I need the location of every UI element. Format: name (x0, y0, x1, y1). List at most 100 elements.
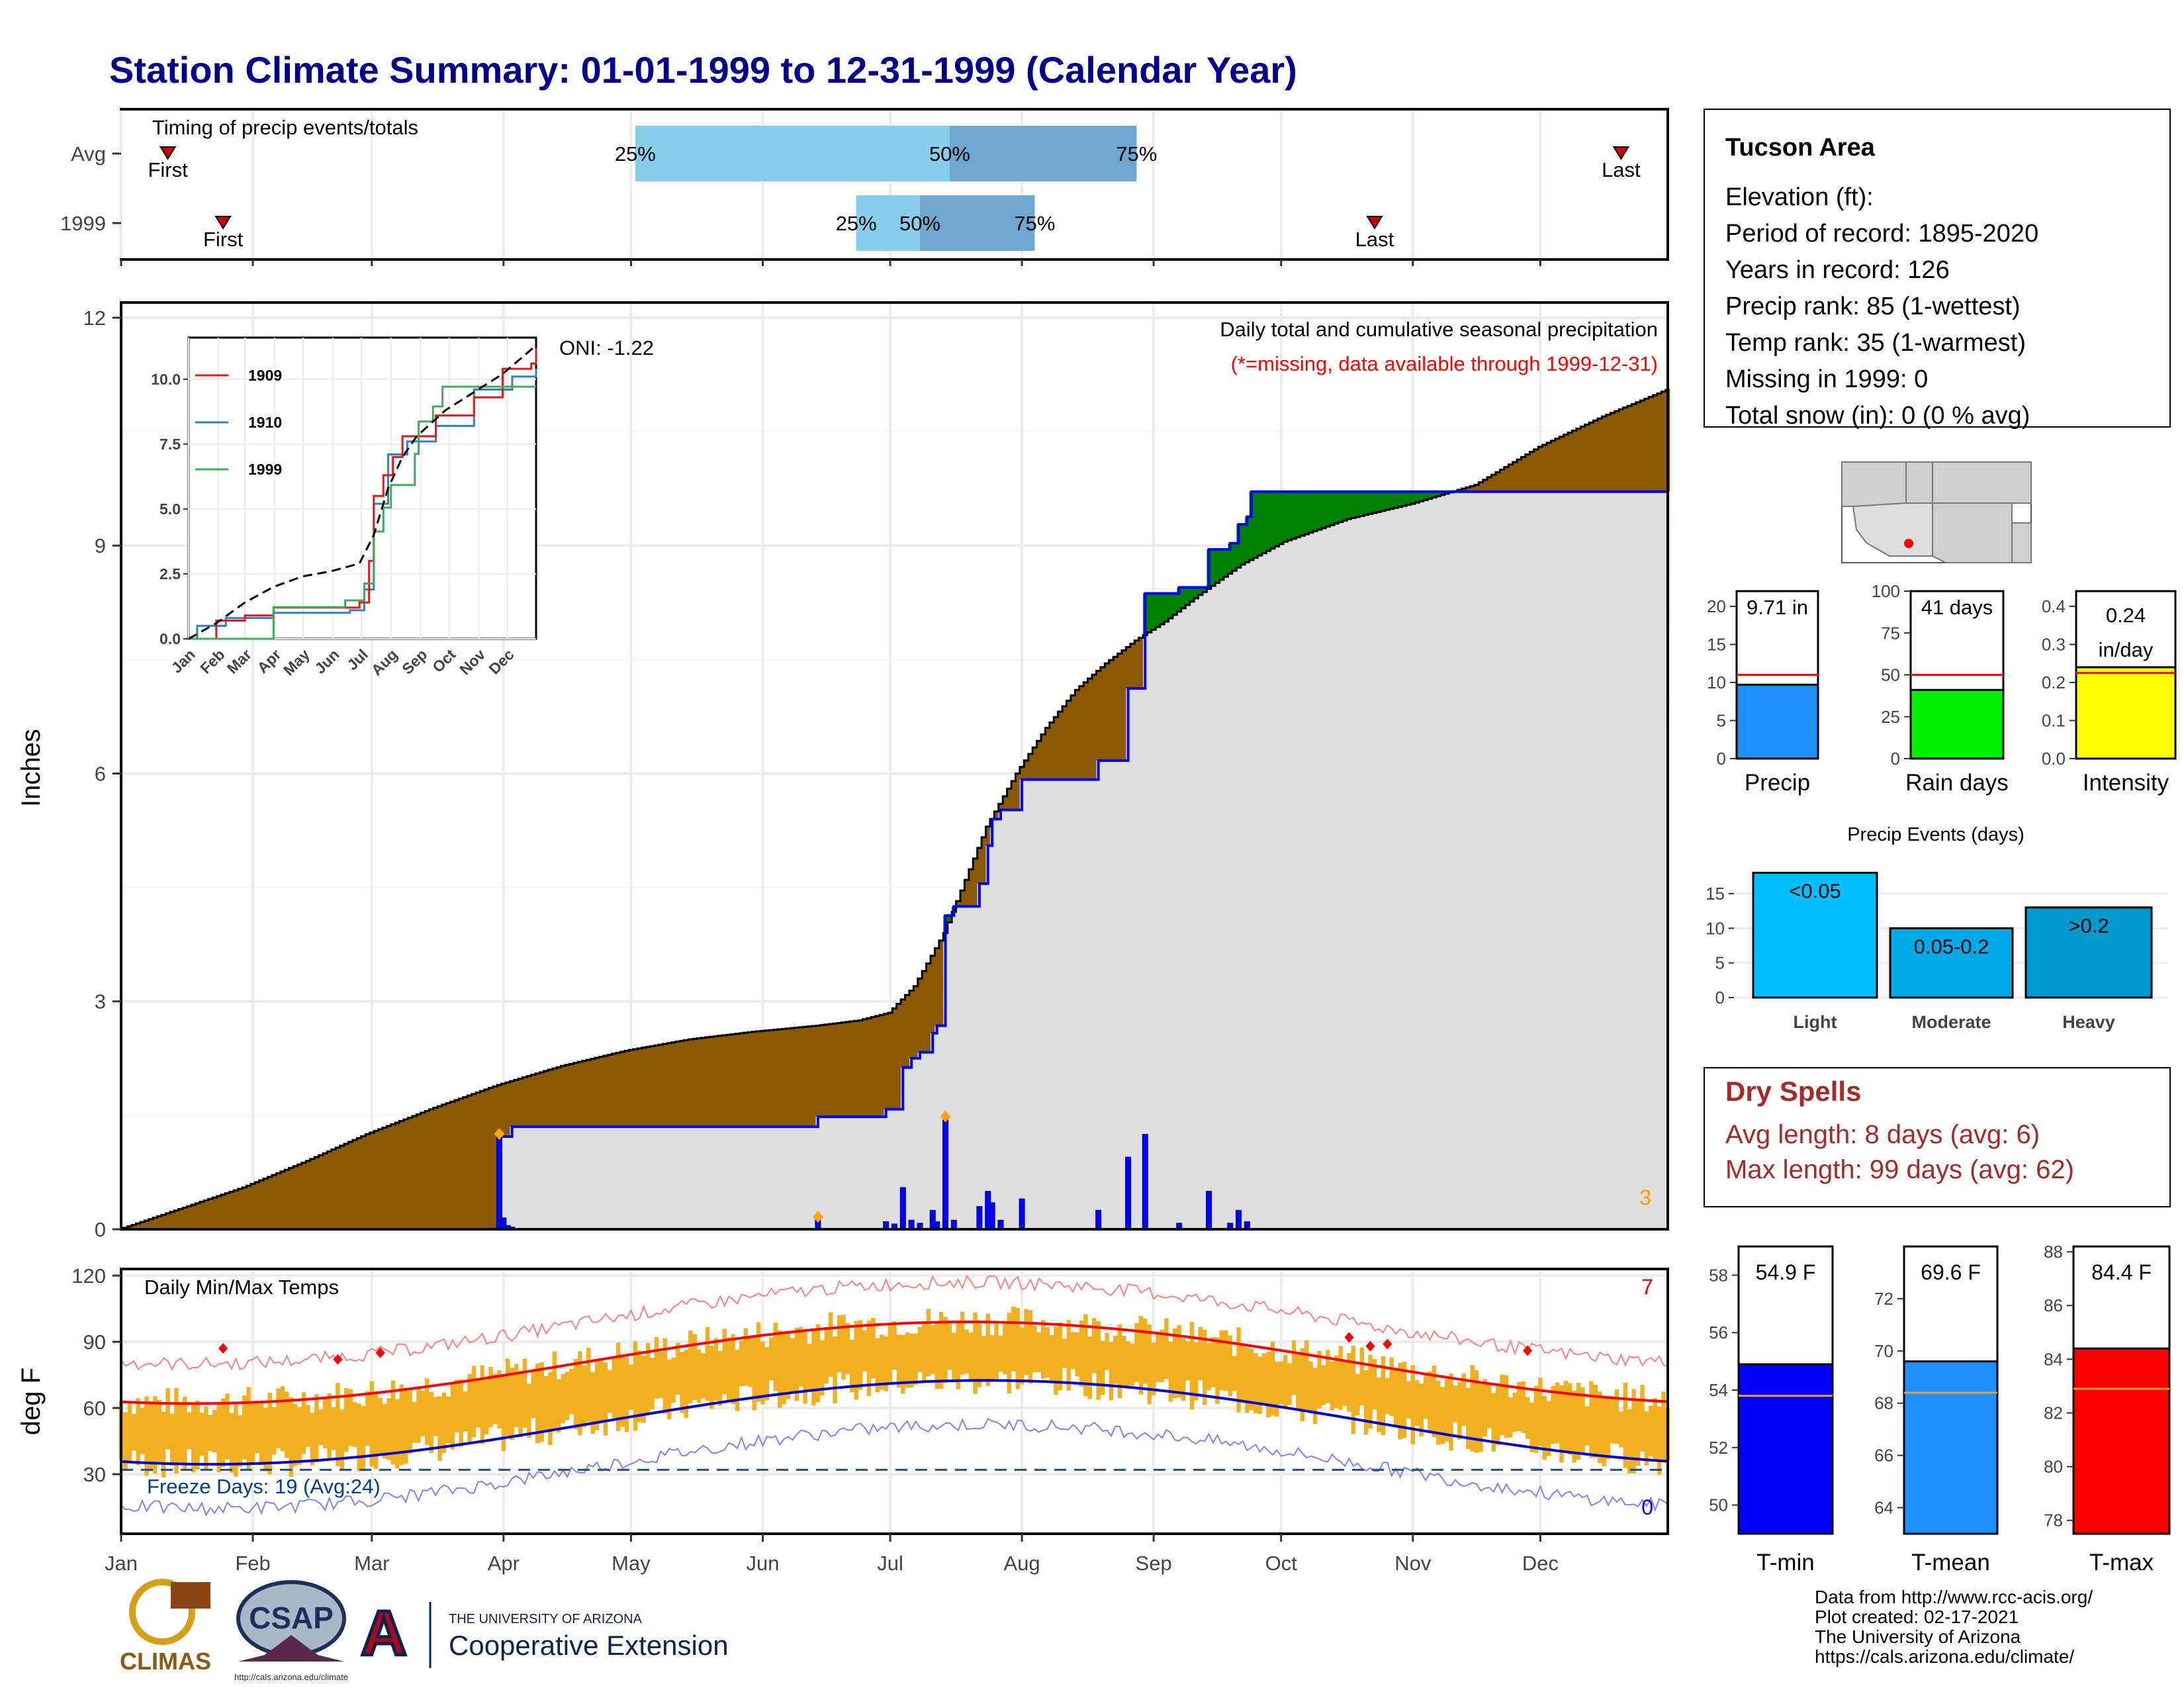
summary-bar-tick-label: 0 (1717, 749, 1726, 769)
record-high-marker (1523, 1345, 1533, 1356)
precip-frame (120, 301, 1669, 1231)
events-title: Precip Events (days) (1847, 824, 2025, 845)
daily-temp-range-bars (118, 1306, 1670, 1477)
precip-missing-note: (*=missing, data available through 1999-… (1231, 352, 1658, 375)
credit-line: Plot created: 02-17-2021 (1815, 1607, 2019, 1627)
events-bars: 0 5 10 15 <0.05 Light 0.05-0.2 Moderate >0.2 Heav… (1706, 871, 2167, 1032)
summary-bar-tick-label: 0 (1891, 749, 1900, 769)
summary-bar-tick-label: 0.4 (2042, 596, 2066, 616)
record-high-marker (375, 1347, 385, 1358)
summary-bar-precip (1735, 683, 1819, 760)
station-info-line: Total snow (in): 0 (0 % avg) (1725, 402, 2030, 430)
month-axis: Jan Feb Mar Apr May Jun Jul Aug Sep Oct Nov Dec (105, 1534, 1559, 1575)
temp-ylabel: deg F (17, 1368, 46, 1435)
temp-bar-tick-label: 54 (1709, 1380, 1728, 1400)
average-min-temp-line (120, 1379, 1668, 1466)
summary-bar-tick-label: 5 (1717, 711, 1726, 731)
summary-bar-value: 9.71 in (1747, 596, 1808, 619)
timing-p75-label: 75% (1116, 142, 1157, 165)
summary-bar-intensity (2075, 666, 2177, 760)
summary-bar-tick-label: 0.0 (2042, 749, 2066, 769)
month-tick-label: Apr (488, 1552, 520, 1575)
temp-summary-bars: 50 52 54 56 58 54.9 F T-min 64 66 68 70 72 69.6 F T-m… (1709, 1242, 2171, 1575)
month-tick-label: Oct (1265, 1552, 1298, 1575)
state-map (1841, 461, 2032, 563)
timing-bar-50-75 (920, 195, 1035, 251)
max-precip-marker (494, 1128, 505, 1140)
precip-events-chart: Precip Events (days) 0 5 10 15 <0.05 Light 0.0… (1706, 824, 2167, 1032)
record-high-marker (1365, 1340, 1375, 1352)
month-tick-label: Dec (1522, 1552, 1559, 1575)
temp-bar-tick-label: 66 (1874, 1446, 1893, 1466)
daily-precip-bar (899, 1187, 906, 1230)
average-max-temp-line (120, 1321, 1668, 1405)
events-y-tick-label: 0 (1715, 988, 1725, 1008)
climas-logo-ring (129, 1579, 195, 1645)
csap-logo: CSAP http://cals.arizona.edu/climate (234, 1580, 348, 1682)
logos: CLIMAS CSAP http://cals.arizona.edu/clim… (120, 1579, 729, 1682)
station-info-line: Elevation (ft): (1725, 183, 1874, 211)
timing-last-label: Last (1602, 158, 1641, 181)
climas-logo-block (171, 1582, 210, 1609)
summary-bar-tick-label: 15 (1707, 635, 1726, 655)
station-info-line: Missing in 1999: 0 (1725, 365, 1928, 393)
timing-first-label: First (148, 158, 188, 181)
credits: Data from http://www.rcc-acis.org/Plot c… (1815, 1587, 2093, 1667)
timing-title: Timing of precip events/totals (152, 116, 418, 139)
map-region-nv (1841, 461, 1907, 507)
precip-y-tick-label: 12 (83, 306, 106, 330)
inset-line-1999 (189, 385, 536, 640)
events-bar-value: >0.2 (2068, 914, 2109, 937)
temp-bar-value: 54.9 F (1756, 1260, 1816, 1284)
deficit-area (123, 389, 1670, 1229)
summary-bar-value: 0.24 (2106, 604, 2146, 627)
temp-bar-t-mean (1903, 1360, 1999, 1535)
temp-bar-tick-label: 50 (1709, 1495, 1728, 1515)
oni-label: ONI: -1.22 (559, 336, 654, 359)
station-info-line: Temp rank: 35 (1-warmest) (1725, 329, 2026, 357)
month-tick-label: Mar (354, 1552, 389, 1575)
daily-precip-bar (908, 1219, 915, 1230)
temp-bar-label: T-mean (1911, 1550, 1990, 1575)
daily-precip-bar (1142, 1134, 1148, 1230)
events-bar-light (1752, 871, 1878, 999)
station-location-marker (1904, 539, 1913, 548)
summary-bar-tick-label: 0.3 (2042, 635, 2066, 655)
summary-bar-tick-label: 10 (1707, 673, 1726, 692)
inset-legend-label: 1910 (248, 414, 282, 431)
summary-bar-tick-label: 75 (1881, 623, 1900, 643)
ua-a-icon: A (361, 1598, 406, 1669)
precip-y-tick-label: 3 (95, 990, 106, 1013)
month-tick-label: Jan (105, 1552, 138, 1575)
daily-precip-bar (1125, 1156, 1132, 1230)
climas-logo: CLIMAS (120, 1579, 211, 1675)
summary-bar-rain-days (1909, 688, 2005, 760)
temp-bar-label: T-max (2089, 1550, 2154, 1575)
inset-frame (187, 336, 537, 640)
timing-bar-25-50 (635, 126, 950, 181)
temp-count-bottom: 0 (1641, 1495, 1653, 1519)
dry-avg-length: Avg length: 8 days (avg: 6) (1725, 1120, 2040, 1149)
precip-layers (118, 389, 1670, 1231)
timing-last-marker (1366, 216, 1383, 230)
events-bar-value: 0.05-0.2 (1914, 935, 1989, 958)
summary-bar-value: 41 days (1921, 596, 1993, 619)
timing-p75-label: 75% (1014, 212, 1055, 235)
csap-logo-text: CSAP (249, 1601, 334, 1635)
station-info-box: Tucson Area Elevation (ft): Period of rec… (1704, 109, 2171, 430)
ua-coop-extension: Cooperative Extension (449, 1630, 729, 1661)
max-precip-marker (812, 1211, 823, 1223)
average-cumulative-line (118, 389, 1670, 1231)
inset-y-tick-label: 2.5 (159, 565, 181, 583)
dry-max-length: Max length: 99 days (avg: 62) (1725, 1155, 2074, 1184)
timing-last-label: Last (1355, 228, 1394, 251)
events-y-tick-label: 10 (1706, 918, 1725, 938)
timing-p50-label: 50% (899, 212, 940, 235)
timing-first-marker (214, 216, 232, 230)
precip-panel: Inches 0 3 6 9 12 Daily total and cumulative… (17, 301, 1670, 1241)
csap-mountains (238, 1635, 344, 1662)
timing-bar-25-50 (856, 195, 921, 251)
record-high-line (120, 1274, 1668, 1372)
timing-row-label: Avg (71, 142, 106, 165)
